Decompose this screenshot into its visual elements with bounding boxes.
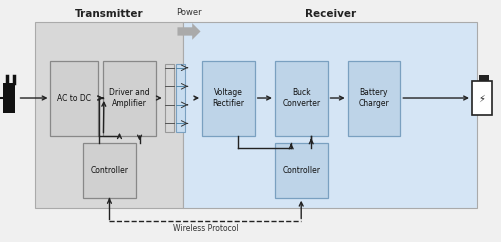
Bar xyxy=(50,60,98,136)
Bar xyxy=(478,75,488,81)
Text: AC to DC: AC to DC xyxy=(57,93,91,103)
Bar xyxy=(164,64,173,132)
Bar xyxy=(183,22,476,208)
Bar xyxy=(83,143,136,198)
Text: Controller: Controller xyxy=(282,166,320,175)
Bar xyxy=(35,22,183,208)
Bar xyxy=(471,81,491,115)
Text: Controller: Controller xyxy=(90,166,128,175)
Text: Wireless Protocol: Wireless Protocol xyxy=(172,224,237,233)
Text: Receiver: Receiver xyxy=(304,9,355,19)
Bar xyxy=(201,60,255,136)
FancyBboxPatch shape xyxy=(3,83,15,113)
Text: Voltage
Rectifier: Voltage Rectifier xyxy=(212,88,244,108)
Bar xyxy=(347,60,400,136)
Bar xyxy=(275,143,327,198)
Bar xyxy=(103,60,155,136)
Text: Driver and
Amplifier: Driver and Amplifier xyxy=(109,88,149,108)
Text: Power: Power xyxy=(176,8,202,17)
Text: ⚡: ⚡ xyxy=(477,94,484,104)
Text: Battery
Charger: Battery Charger xyxy=(358,88,389,108)
Text: Buck
Converter: Buck Converter xyxy=(282,88,320,108)
Text: Transmitter: Transmitter xyxy=(75,9,143,19)
Bar xyxy=(175,64,184,132)
Bar xyxy=(275,60,327,136)
